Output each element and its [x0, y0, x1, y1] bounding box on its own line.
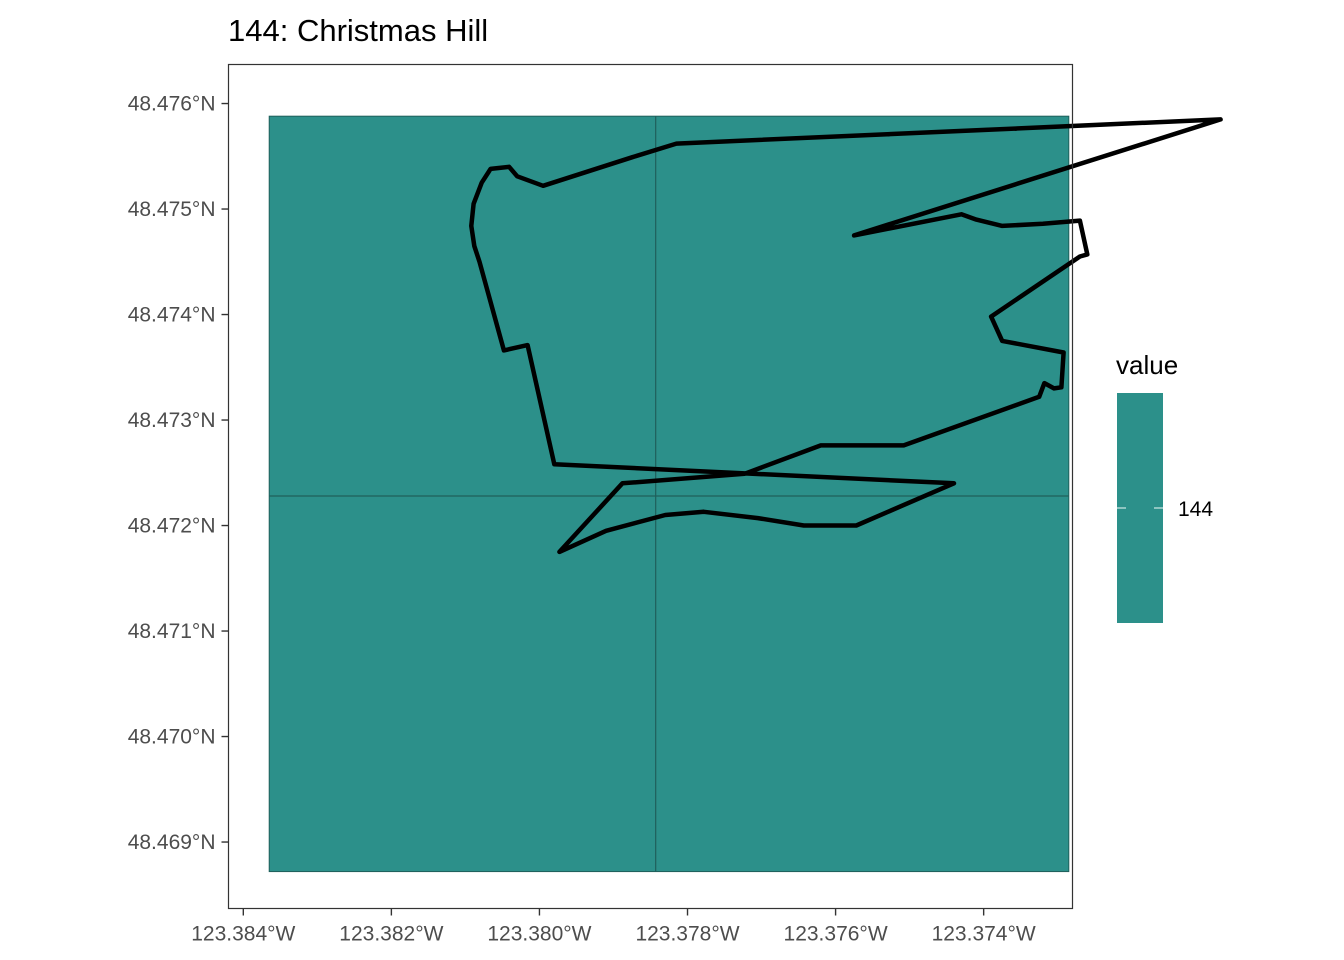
x-tick-label: 123.378°W: [635, 923, 739, 946]
x-tick-label: 123.374°W: [932, 923, 1036, 946]
x-axis: 123.384°W 123.382°W 123.380°W 123.378°W 123.…: [191, 908, 1036, 946]
x-tick-label: 123.376°W: [784, 923, 888, 946]
y-tick-label: 48.473°N: [128, 409, 216, 432]
plot-title: 144: Christmas Hill: [228, 13, 488, 48]
y-tick-label: 48.471°N: [128, 620, 216, 643]
y-tick-label: 48.476°N: [128, 93, 216, 116]
raster-layer: [268, 115, 1070, 873]
legend: value 144: [1116, 350, 1213, 623]
y-tick-label: 48.475°N: [128, 198, 216, 221]
x-tick-label: 123.380°W: [487, 923, 591, 946]
panel-border: [227, 63, 1074, 910]
y-tick-label: 48.472°N: [128, 515, 216, 538]
boundary-layer: [469, 117, 1223, 555]
y-axis: 48.469°N 48.470°N 48.471°N 48.472°N 48.473°N…: [128, 93, 229, 854]
y-tick-label: 48.469°N: [128, 831, 216, 854]
raster-cell: [268, 115, 1070, 873]
y-tick-label: 48.470°N: [128, 726, 216, 749]
christmas-hill-boundary: [469, 117, 1223, 555]
x-tick-label: 123.382°W: [339, 923, 443, 946]
legend-label: 144: [1178, 498, 1213, 521]
x-tick-label: 123.384°W: [191, 923, 295, 946]
y-tick-label: 48.474°N: [128, 304, 216, 327]
legend-title: value: [1116, 350, 1178, 380]
